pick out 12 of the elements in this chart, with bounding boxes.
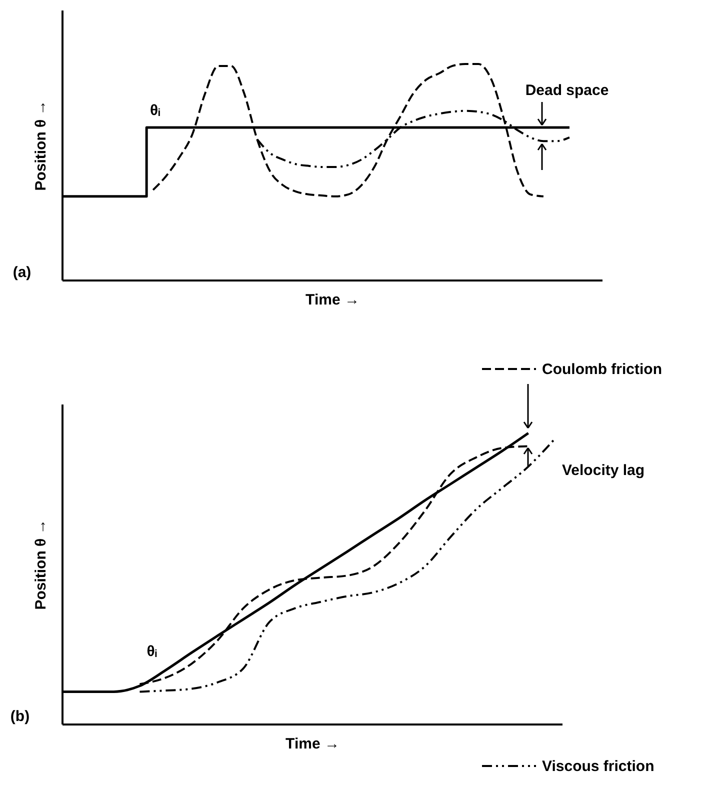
text: (b)	[10, 708, 30, 725]
annotation: Dead space	[525, 82, 609, 99]
annotation: θᵢ	[146, 643, 157, 660]
x-axis-title: Time →	[306, 292, 360, 308]
annotation: θᵢ	[150, 102, 160, 119]
annotation: Velocity lag	[562, 462, 645, 479]
text: (a)	[12, 264, 32, 281]
y-axis-title: Position θ →	[32, 519, 50, 610]
x-axis-title: Time →	[286, 736, 340, 752]
legend-label: Coulomb friction	[542, 361, 662, 378]
y-axis-title: Position θ →	[32, 100, 50, 191]
legend-label: Viscous friction	[542, 758, 654, 775]
